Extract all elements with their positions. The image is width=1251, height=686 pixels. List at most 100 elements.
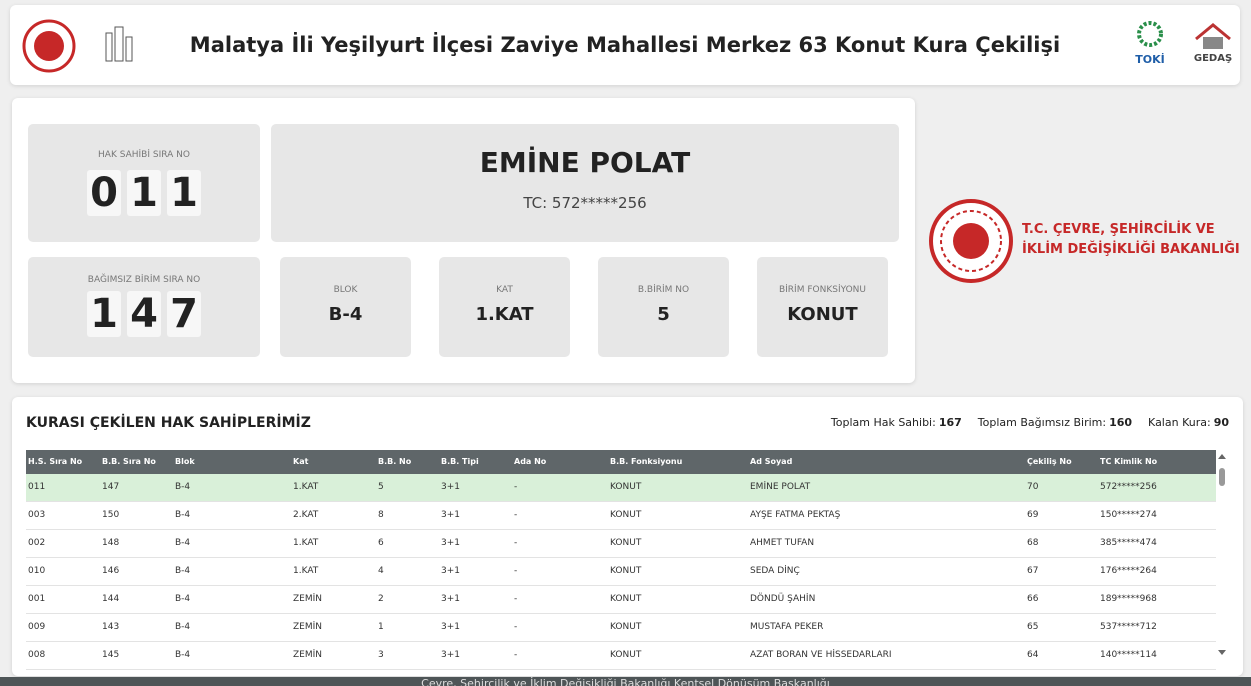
cell: MUSTAFA PEKER xyxy=(750,622,824,632)
footer-text: Çevre, Şehircilik ve İklim Değişikliği B… xyxy=(421,677,830,686)
field-box: B.BİRİM NO 5 xyxy=(598,257,729,357)
cell: 009 xyxy=(28,622,46,632)
digit: 1 xyxy=(127,170,161,216)
toki-label: TOKİ xyxy=(1135,53,1165,66)
cell: 2.KAT xyxy=(293,510,319,520)
cell: 8 xyxy=(378,510,384,520)
field-value: B-4 xyxy=(328,304,363,325)
ministry-line2: İKLİM DEĞİŞİKLİĞİ BAKANLIĞI xyxy=(1022,242,1240,257)
cell: 143 xyxy=(102,622,120,632)
cell: - xyxy=(514,594,518,604)
cell: 3+1 xyxy=(441,566,460,576)
cell: 64 xyxy=(1027,650,1039,660)
stat: Kalan Kura: 90 xyxy=(1148,416,1229,429)
cell: 003 xyxy=(28,510,46,520)
cell: 3+1 xyxy=(441,594,460,604)
field-value: 5 xyxy=(657,304,670,325)
cell: KONUT xyxy=(610,510,642,520)
cell: ZEMİN xyxy=(293,622,323,632)
stat-value: 160 xyxy=(1109,416,1133,429)
cell: 6 xyxy=(378,538,384,548)
cell: 4 xyxy=(378,566,384,576)
cell: 145 xyxy=(102,650,120,660)
cell: 67 xyxy=(1027,566,1039,576)
table-panel: KURASI ÇEKİLEN HAK SAHİPLERİMİZ Toplam H… xyxy=(12,397,1243,676)
cell: 011 xyxy=(28,482,46,492)
cell: 66 xyxy=(1027,594,1039,604)
field-label: KAT xyxy=(496,285,513,295)
cell: SEDA DİNÇ xyxy=(750,566,800,576)
cell: 1.KAT xyxy=(293,566,319,576)
cell: AZAT BORAN VE HİSSEDARLARI xyxy=(750,650,892,660)
cell: 001 xyxy=(28,594,46,604)
cell: 010 xyxy=(28,566,46,576)
cell: KONUT xyxy=(610,566,642,576)
field-box: BİRİM FONKSİYONU KONUT xyxy=(757,257,888,357)
toki-icon xyxy=(1137,21,1163,47)
stat-value: 90 xyxy=(1213,416,1229,429)
stat: Toplam Hak Sahibi: 167 xyxy=(831,416,962,429)
cell: B-4 xyxy=(175,622,191,632)
gedas-icon xyxy=(1195,23,1231,49)
cell: 1.KAT xyxy=(293,482,319,492)
field-box: KAT 1.KAT xyxy=(439,257,570,357)
cell: 69 xyxy=(1027,510,1039,520)
field-label: BİRİM FONKSİYONU xyxy=(778,285,867,295)
stat-label: Kalan Kura: xyxy=(1148,416,1211,429)
column-header: H.S. Sıra No xyxy=(28,457,83,466)
cell: B-4 xyxy=(175,538,191,548)
ministry-line1: T.C. ÇEVRE, ŞEHİRCİLİK VE xyxy=(1022,222,1215,237)
cell: - xyxy=(514,510,518,520)
cell: 189*****968 xyxy=(1100,594,1157,604)
column-header: Kat xyxy=(293,457,309,466)
winner-name: EMİNE POLAT xyxy=(479,146,691,179)
cell: 3+1 xyxy=(441,538,460,548)
cell: 1 xyxy=(378,622,384,632)
table-row: 002 148 B-4 1.KAT 6 3+1 - KONUT AHMET TUFAN 68 385… xyxy=(26,530,1216,558)
cell: - xyxy=(514,650,518,660)
cell: 002 xyxy=(28,538,46,548)
stats: Toplam Hak Sahibi: 167 Toplam Bağımsız Bir… xyxy=(831,416,1229,429)
cell: KONUT xyxy=(610,538,642,548)
digit: 4 xyxy=(127,291,161,337)
field-value: KONUT xyxy=(787,304,858,325)
cell: 572*****256 xyxy=(1100,482,1157,492)
cell: ZEMİN xyxy=(293,594,323,604)
cell: 150 xyxy=(102,510,120,520)
cell: 150*****274 xyxy=(1100,510,1157,520)
column-header: B.B. Tipi xyxy=(441,457,479,466)
cell: B-4 xyxy=(175,594,191,604)
column-header: Ad Soyad xyxy=(750,457,793,466)
cell: - xyxy=(514,566,518,576)
cell: 2 xyxy=(378,594,384,604)
cell: B-4 xyxy=(175,482,191,492)
cell: KONUT xyxy=(610,482,642,492)
cell: 3+1 xyxy=(441,482,460,492)
field-label: B.BİRİM NO xyxy=(637,285,690,295)
table: H.S. Sıra No B.B. Sıra No Blok Kat B.B. No B.… xyxy=(26,450,1216,674)
table-row: 009 143 B-4 ZEMİN 1 3+1 - KONUT MUSTAFA PEKER 65 5… xyxy=(26,614,1216,642)
field-value: 1.KAT xyxy=(475,304,534,325)
cell: 537*****712 xyxy=(1100,622,1157,632)
digit: 7 xyxy=(167,291,201,337)
winner-tc: TC: 572*****256 xyxy=(523,194,647,212)
cell: 3+1 xyxy=(441,622,460,632)
digit: 1 xyxy=(87,291,121,337)
cell: 3+1 xyxy=(441,650,460,660)
cell: - xyxy=(514,538,518,548)
cell: B-4 xyxy=(175,650,191,660)
cell: AYŞE FATMA PEKTAŞ xyxy=(750,510,841,520)
column-header: B.B. No xyxy=(378,457,412,466)
cell: 68 xyxy=(1027,538,1039,548)
cell: 148 xyxy=(102,538,120,548)
cell: 3 xyxy=(378,650,384,660)
cell: 176*****264 xyxy=(1100,566,1157,576)
cell: 5 xyxy=(378,482,384,492)
digit: 1 xyxy=(167,170,201,216)
scrollbar[interactable] xyxy=(1216,452,1228,657)
gedas-label: GEDAŞ xyxy=(1193,53,1233,64)
column-header: B.B. Sıra No xyxy=(102,457,156,466)
